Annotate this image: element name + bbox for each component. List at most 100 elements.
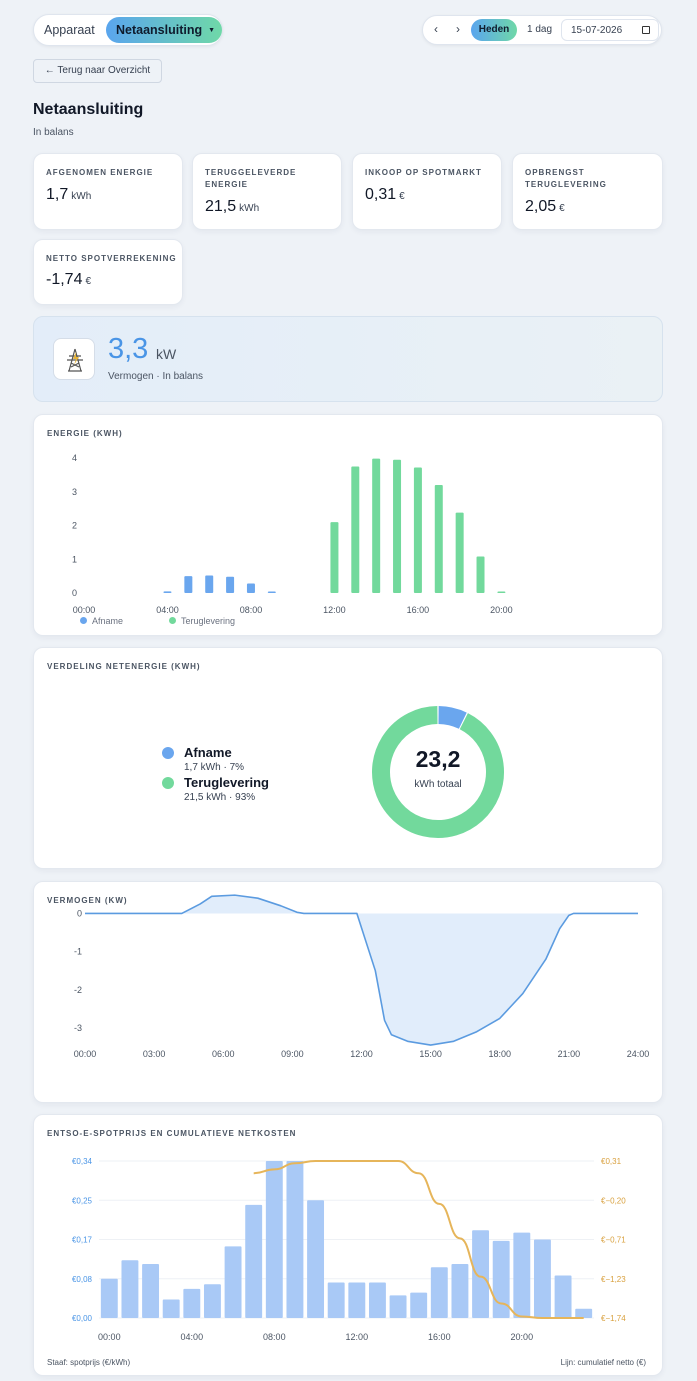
stat-label: TERUGGELEVERDE ENERGIE bbox=[205, 168, 297, 189]
energy-bar bbox=[330, 522, 339, 593]
spotprice-bar bbox=[245, 1204, 263, 1318]
spotprice-bar bbox=[286, 1161, 304, 1318]
date-value: 15-07-2026 bbox=[571, 25, 623, 36]
x-tick-label: 04:00 bbox=[181, 1332, 204, 1342]
y-left-tick-label: €0,34 bbox=[72, 1157, 93, 1166]
x-tick-label: 20:00 bbox=[511, 1332, 534, 1342]
y-left-tick-label: €0,08 bbox=[72, 1275, 93, 1284]
legend-detail: 21,5 kWh · 93% bbox=[184, 792, 256, 803]
energy-bar bbox=[351, 466, 360, 593]
power-chart-card: VERMOGEN (KW) 0 -1 -2 -3 00:00 03:00 06:00 09:0… bbox=[33, 881, 663, 1103]
spotprice-bar bbox=[389, 1295, 407, 1318]
today-button[interactable]: Heden bbox=[471, 19, 517, 41]
view-switcher: Apparaat Netaansluiting ▼ bbox=[33, 14, 223, 46]
spotprice-bar bbox=[410, 1292, 428, 1318]
spotprice-bar bbox=[121, 1260, 139, 1318]
x-tick-label: 12:00 bbox=[346, 1332, 369, 1342]
x-tick-label: 08:00 bbox=[263, 1332, 286, 1342]
donut-slice bbox=[438, 706, 467, 729]
spotprice-bar bbox=[533, 1239, 551, 1318]
spotprice-bar bbox=[575, 1308, 593, 1318]
x-tick-label: 00:00 bbox=[98, 1332, 121, 1342]
x-tick-label: 00:00 bbox=[73, 605, 96, 615]
stat-number: 2,05 bbox=[525, 198, 557, 215]
stat-card-afgenomen: AFGENOMEN ENERGIE 1,7 kWh bbox=[33, 153, 183, 230]
legend-dot bbox=[169, 617, 176, 624]
stat-number: 1,7 bbox=[46, 186, 69, 203]
x-tick-label: 21:00 bbox=[558, 1049, 581, 1059]
calendar-icon[interactable] bbox=[642, 26, 650, 34]
stat-label: INKOOP OP SPOTMARKT bbox=[365, 168, 482, 177]
stat-value: 1,7 kWh bbox=[46, 186, 91, 204]
spotprice-bar bbox=[183, 1288, 201, 1318]
power-area-chart: 0 -1 -2 -3 00:00 03:00 06:00 09:00 12:00 15:00 18:… bbox=[74, 894, 649, 1059]
stat-card-inkoop: INKOOP OP SPOTMARKT 0,31 € bbox=[352, 153, 502, 230]
energy-chart-card: ENERGIE (KWH) 0 1 2 3 4 00:00 04:00 08:00 12:00 1… bbox=[33, 414, 663, 636]
spotprice-bar bbox=[451, 1263, 469, 1318]
y-tick-label: 3 bbox=[72, 487, 77, 497]
cumulative-line bbox=[253, 1160, 584, 1319]
stat-unit: € bbox=[559, 203, 565, 214]
page-subtitle: In balans bbox=[33, 127, 74, 138]
x-tick-label: 20:00 bbox=[490, 605, 513, 615]
stat-label: AFGENOMEN ENERGIE bbox=[46, 168, 154, 177]
spotprice-chart-card: ENTSO-E-SPOTPRIJS EN CUMULATIEVE NETKOST… bbox=[33, 1114, 663, 1376]
y-right-tick-label: €−0,71 bbox=[601, 1236, 626, 1245]
stat-label: NETTO SPOTVERREKENING bbox=[46, 254, 177, 263]
chart-title: VERDELING NETENERGIE (KWH) bbox=[47, 662, 201, 671]
energy-bar bbox=[163, 591, 172, 593]
x-tick-label: 03:00 bbox=[143, 1049, 166, 1059]
stat-card-opbrengst: OPBRENGST TERUGLEVERING 2,05 € bbox=[512, 153, 663, 230]
x-tick-label: 09:00 bbox=[281, 1049, 304, 1059]
bar-axis-caption: Staaf: spotprijs (€/kWh) bbox=[47, 1358, 131, 1367]
stat-value: 21,5 kWh bbox=[205, 198, 259, 216]
x-tick-label: 12:00 bbox=[323, 605, 346, 615]
x-tick-label: 04:00 bbox=[156, 605, 179, 615]
spotprice-combo-chart: €0,00 €0,08 €0,17 €0,25 €0,34 €−1,74 €−1,23 €−0… bbox=[72, 1157, 626, 1342]
energy-bar bbox=[497, 591, 506, 593]
spotprice-bar bbox=[327, 1282, 345, 1318]
energy-bar bbox=[372, 458, 381, 593]
spotprice-bar bbox=[203, 1284, 221, 1318]
x-tick-label: 15:00 bbox=[419, 1049, 442, 1059]
range-selector[interactable]: 1 dag bbox=[527, 24, 553, 35]
legend-label: Teruglevering bbox=[181, 616, 236, 626]
stat-label: OPBRENGST TERUGLEVERING bbox=[525, 168, 607, 189]
energy-bar bbox=[476, 556, 485, 593]
y-left-tick-label: €0,17 bbox=[72, 1236, 93, 1245]
y-right-tick-label: €0,31 bbox=[601, 1157, 622, 1166]
spotprice-bar bbox=[142, 1263, 160, 1318]
y-tick-label: 2 bbox=[72, 521, 77, 531]
spotprice-bar bbox=[224, 1246, 242, 1318]
spotprice-bar bbox=[265, 1161, 283, 1318]
y-left-tick-label: €0,25 bbox=[72, 1196, 93, 1205]
tab-apparaat[interactable]: Apparaat bbox=[44, 23, 95, 37]
y-left-tick-label: €0,00 bbox=[72, 1314, 93, 1323]
distribution-card: VERDELING NETENERGIE (KWH) Afname 1,7 kW… bbox=[33, 647, 663, 869]
donut-total-label: kWh totaal bbox=[414, 779, 462, 790]
power-pylon-icon bbox=[53, 338, 95, 380]
stat-card-teruggeleverd: TERUGGELEVERDE ENERGIE 21,5 kWh bbox=[192, 153, 342, 230]
donut-total-value: 23,2 bbox=[415, 746, 461, 772]
x-tick-label: 06:00 bbox=[212, 1049, 235, 1059]
legend-teruglevering: Teruglevering bbox=[169, 616, 235, 626]
donut-chart bbox=[372, 706, 504, 838]
prev-day-button[interactable]: ‹ bbox=[434, 22, 438, 36]
legend-detail: 1,7 kWh · 7% bbox=[184, 762, 245, 773]
y-tick-label: 0 bbox=[72, 588, 77, 598]
date-input[interactable]: 15-07-2026 bbox=[561, 19, 659, 41]
back-to-overview-button[interactable]: ← Terug naar Overzicht bbox=[33, 59, 162, 83]
caret-down-icon: ▼ bbox=[208, 27, 216, 34]
y-tick-label: 0 bbox=[77, 908, 82, 918]
energy-bar bbox=[246, 583, 255, 593]
stat-value: -1,74 € bbox=[46, 271, 91, 289]
x-tick-label: 16:00 bbox=[428, 1332, 451, 1342]
x-tick-label: 18:00 bbox=[488, 1049, 511, 1059]
tab-netaansluiting-label: Netaansluiting bbox=[116, 23, 203, 37]
tab-netaansluiting[interactable]: Netaansluiting ▼ bbox=[106, 17, 222, 43]
next-day-button[interactable]: › bbox=[456, 22, 460, 36]
line-axis-caption: Lijn: cumulatief netto (€) bbox=[560, 1358, 646, 1367]
energy-bar bbox=[393, 459, 402, 593]
spotprice-bar bbox=[492, 1240, 510, 1318]
date-navigator: ‹ › Heden 1 dag 15-07-2026 bbox=[422, 15, 662, 45]
